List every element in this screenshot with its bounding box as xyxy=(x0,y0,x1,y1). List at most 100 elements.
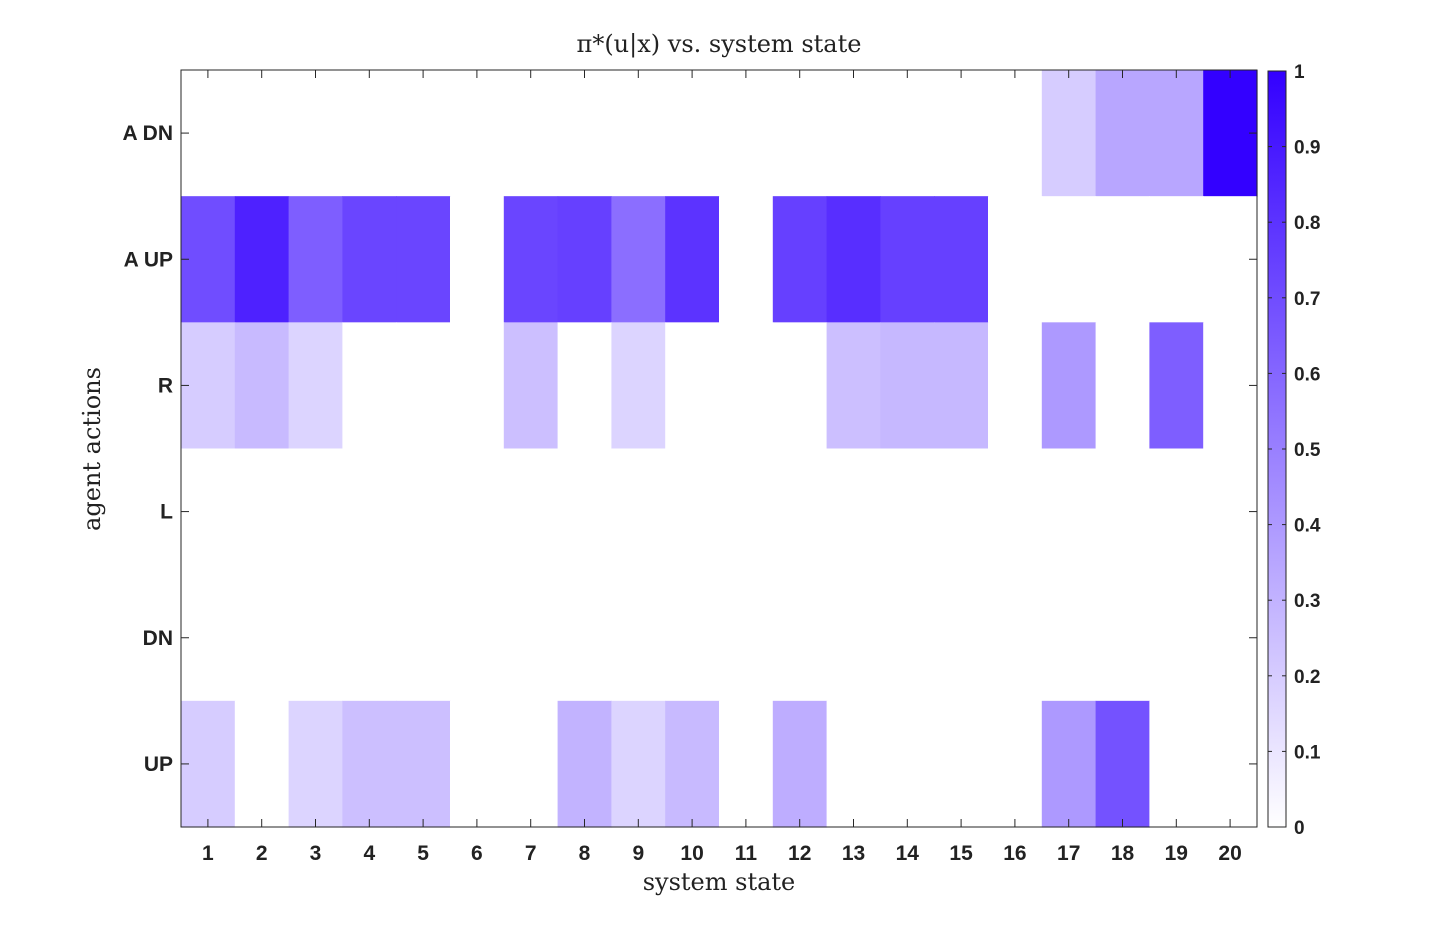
heatmap-cell xyxy=(1203,700,1258,828)
heatmap-cell xyxy=(988,322,1043,450)
heatmap-cell xyxy=(342,70,397,197)
heatmap-cell xyxy=(772,70,828,197)
y-tick-label: L xyxy=(160,501,173,524)
heatmap-cell xyxy=(342,700,397,828)
heatmap-cell xyxy=(934,700,989,828)
heatmap-cell xyxy=(988,574,1043,702)
x-tick-label: 2 xyxy=(256,842,268,865)
heatmap-cell xyxy=(1041,70,1097,197)
heatmap-cell xyxy=(342,196,397,323)
x-axis-label: system state xyxy=(643,868,796,896)
heatmap-cell xyxy=(1041,700,1097,828)
heatmap-cell xyxy=(450,574,505,702)
heatmap-cell xyxy=(880,322,935,450)
x-tick-label: 15 xyxy=(949,842,973,865)
y-axis-label: agent actions xyxy=(78,367,106,531)
heatmap-cell xyxy=(1041,196,1097,323)
heatmap-cell xyxy=(1149,70,1204,197)
heatmap-cell xyxy=(826,448,881,576)
heatmap-cell xyxy=(988,70,1043,197)
x-tick-label: 8 xyxy=(579,842,591,865)
heatmap-cell xyxy=(503,700,559,828)
heatmap-cell xyxy=(772,196,828,323)
heatmap-cell xyxy=(503,322,559,450)
colorbar-tick-label: 0.2 xyxy=(1294,667,1320,688)
heatmap-cell xyxy=(665,574,720,702)
x-tick-label: 1 xyxy=(202,842,214,865)
heatmap-cell xyxy=(988,700,1043,828)
heatmap-cell xyxy=(181,574,236,702)
heatmap-cell xyxy=(1149,700,1204,828)
heatmap-cell xyxy=(1149,448,1204,576)
x-tick-label: 5 xyxy=(417,842,429,865)
x-tick-label: 19 xyxy=(1165,842,1188,865)
x-tick-label: 12 xyxy=(788,842,811,865)
heatmap-cell xyxy=(988,196,1043,323)
heatmap-cell xyxy=(1095,196,1150,323)
heatmap-cell xyxy=(503,574,559,702)
colorbar-tick-label: 1 xyxy=(1294,62,1305,83)
heatmap-cell xyxy=(934,448,989,576)
heatmap-cell xyxy=(181,322,236,450)
heatmap-cell xyxy=(450,448,505,576)
heatmap-cell xyxy=(934,322,989,450)
heatmap-cell xyxy=(396,574,451,702)
heatmap-cell xyxy=(396,448,451,576)
heatmap-cell xyxy=(396,700,451,828)
heatmap-cell xyxy=(396,70,451,197)
colorbar-tick-label: 0.4 xyxy=(1294,516,1321,537)
heatmap-cell xyxy=(665,322,720,450)
heatmap-cell xyxy=(234,448,290,576)
heatmap-cell xyxy=(503,70,559,197)
x-tick-label: 3 xyxy=(310,842,322,865)
heatmap-cell xyxy=(611,448,666,576)
heatmap-cell xyxy=(880,574,935,702)
heatmap-cell xyxy=(719,700,774,828)
chart-title: π*(u|x) vs. system state xyxy=(577,30,862,59)
heatmap-cell xyxy=(288,700,343,828)
heatmap-cell xyxy=(880,700,935,828)
heatmap-cell xyxy=(1149,574,1204,702)
heatmap-cell xyxy=(826,700,881,828)
heatmap-cell xyxy=(665,448,720,576)
heatmap-cell xyxy=(772,448,828,576)
colorbar-tick-label: 0.7 xyxy=(1294,289,1320,310)
heatmap-cell xyxy=(288,448,343,576)
y-tick-label: UP xyxy=(144,753,173,776)
heatmap-cell xyxy=(181,448,236,576)
heatmap-cell xyxy=(826,196,881,323)
heatmap-cell xyxy=(826,322,881,450)
heatmap-cell xyxy=(1095,70,1150,197)
x-axis-ticks: 1 2 3 4 5 6 7 8 9 10 11 12 13 14 15 16 17 18 19 20 xyxy=(202,70,1242,865)
heatmap-cell xyxy=(772,700,828,828)
heatmap-cell xyxy=(181,196,236,323)
heatmap-cell xyxy=(288,322,343,450)
heatmap-cell xyxy=(1203,70,1258,197)
colorbar: 0 0.1 0.2 0.3 0.4 0.5 0.6 0.7 0.8 0.9 1 xyxy=(1267,62,1321,839)
heatmap-cell xyxy=(772,574,828,702)
x-tick-label: 10 xyxy=(680,842,703,865)
heatmap-cell xyxy=(880,70,935,197)
heatmap-cell xyxy=(503,448,559,576)
colorbar-tick-label: 0.5 xyxy=(1294,440,1321,461)
heatmap-cell xyxy=(234,196,290,323)
heatmap-cell xyxy=(181,700,236,828)
x-tick-label: 4 xyxy=(363,842,375,865)
heatmap-cell xyxy=(1095,322,1150,450)
heatmap-cell xyxy=(342,448,397,576)
heatmap-cell xyxy=(234,322,290,450)
heatmap-cell xyxy=(611,574,666,702)
heatmap-cell xyxy=(826,70,881,197)
heatmap-cell xyxy=(880,448,935,576)
heatmap-cell xyxy=(880,196,935,323)
heatmap-cell xyxy=(557,70,612,197)
heatmap-cell xyxy=(719,196,774,323)
heatmap-cell xyxy=(342,322,397,450)
colorbar-tick-label: 0.3 xyxy=(1294,591,1320,612)
heatmap-cell xyxy=(611,700,666,828)
heatmap-cell xyxy=(1095,700,1150,828)
heatmap-cell xyxy=(719,322,774,450)
heatmap-cell xyxy=(450,70,505,197)
heatmap-cell xyxy=(234,574,290,702)
